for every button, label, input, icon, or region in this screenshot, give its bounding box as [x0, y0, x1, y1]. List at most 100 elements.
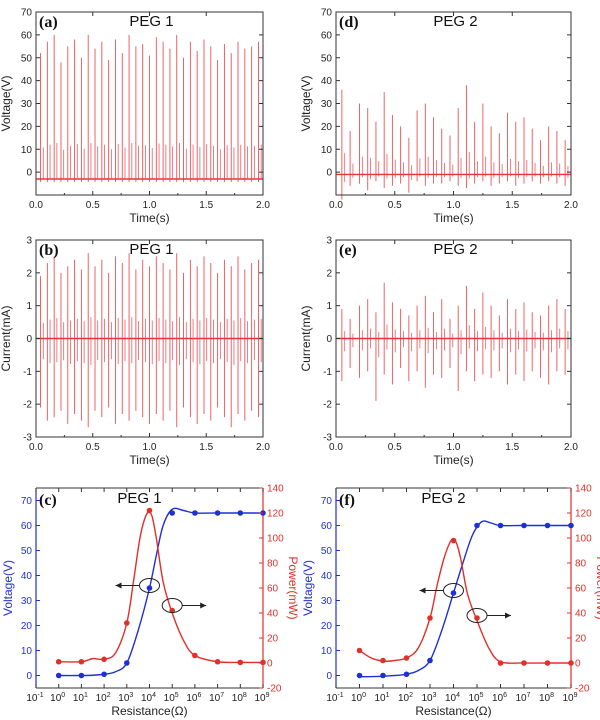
x-tick-exponent: 7: [527, 692, 531, 699]
y-tick-label-right: 120: [575, 509, 592, 520]
y-tick-label: 1: [26, 301, 32, 312]
data-point-power: [544, 660, 551, 666]
x-tick-exponent: 3: [433, 692, 437, 699]
data-point-power: [55, 658, 62, 665]
x-tick-label: 107: [515, 692, 530, 704]
x-tick-exponent: 1: [84, 692, 88, 699]
y-tick-label: 3: [326, 236, 332, 247]
y-tick-label: -1: [23, 367, 32, 378]
y-axis-label-left: Voltage(V): [301, 560, 315, 616]
y-tick-label: 20: [21, 122, 33, 133]
data-point-voltage: [474, 522, 480, 529]
y-tick-label-left: 50: [321, 546, 333, 557]
y-tick-label-right: 40: [575, 609, 587, 620]
y-tick-label-right: 100: [575, 534, 592, 545]
x-tick-label: 1.5: [505, 200, 519, 211]
y-tick-label-right: -20: [575, 684, 590, 695]
x-axis-label: Time(s): [433, 211, 473, 225]
y-tick-label: -3: [23, 433, 32, 444]
y-tick-label-left: 60: [321, 521, 333, 532]
y-tick-label-left: 0: [26, 671, 32, 682]
plot-frame: [335, 11, 572, 196]
x-tick-label: 101: [73, 692, 88, 704]
y-tick-label-right: 60: [267, 584, 279, 595]
y-tick-label: 10: [321, 145, 333, 156]
y-tick-label: 2: [26, 268, 32, 279]
series-voltage: [356, 520, 574, 679]
x-tick-exponent: 0: [61, 692, 65, 699]
series-power: [356, 537, 574, 666]
y-tick-label: 0: [326, 334, 332, 345]
y-tick-label: -2: [23, 400, 32, 411]
y-tick-label: 0: [26, 168, 32, 179]
panel-label: (d): [339, 14, 359, 31]
y-axis-label-left: Voltage(V): [1, 560, 15, 616]
data-point-power: [192, 652, 198, 659]
data-point-voltage: [55, 672, 62, 679]
data-point-power: [214, 658, 221, 665]
x-tick-label: 0.5: [86, 200, 100, 211]
data-point-voltage: [544, 522, 551, 529]
x-tick-label: 1.5: [199, 442, 213, 453]
x-tick-label: 102: [96, 692, 111, 704]
x-tick-label: 1.5: [199, 200, 213, 211]
y-tick-label: 70: [321, 8, 333, 19]
series-voltage: [55, 507, 266, 679]
data-point-power: [403, 655, 410, 661]
y-tick-label-right: 0: [267, 659, 273, 670]
chart-title: PEG 1: [129, 241, 173, 258]
chart-title: PEG 2: [433, 13, 477, 30]
y-axis-label: Current(mA): [0, 305, 13, 371]
x-tick-exponent: 1: [386, 692, 390, 699]
panel-label: (f): [339, 492, 355, 509]
data-point-voltage: [450, 590, 457, 596]
y-axis-label: Voltage(V): [0, 75, 13, 131]
y-tick-label-left: 50: [21, 546, 33, 557]
y-tick-label-left: 30: [21, 596, 33, 607]
x-tick-label: 1.0: [143, 442, 157, 453]
y-tick-label: 70: [21, 8, 33, 19]
x-tick-exponent: -1: [37, 692, 43, 699]
y-tick-label: 2: [326, 268, 332, 279]
y-tick-label: 20: [321, 122, 333, 133]
y-tick-label-right: 80: [267, 559, 279, 570]
data-point-power: [427, 615, 433, 621]
annotation-arrowhead: [115, 582, 122, 589]
y-tick-label: 60: [321, 30, 333, 41]
y-axis-label: Voltage(V): [299, 75, 313, 131]
y-tick-label-right: 80: [575, 559, 587, 570]
x-tick-label: 105: [468, 692, 483, 704]
x-tick-exponent: 6: [503, 692, 507, 699]
series-b-signal: [36, 253, 263, 428]
y-tick-label-left: 40: [321, 571, 333, 582]
y-tick-label: 0: [26, 334, 32, 345]
annotation-arrowhead: [419, 587, 426, 594]
series-power: [55, 507, 266, 666]
y-tick-label-right: -20: [267, 684, 282, 695]
data-point-voltage: [214, 510, 221, 516]
x-tick-exponent: 7: [220, 692, 224, 699]
data-point-voltage: [101, 671, 107, 678]
panel-e: 0.0 0.5 1.0 1.5 2.0 -3 -2 -1 0 1 2 3 Time(s) Current(…: [299, 236, 578, 468]
x-axis-label: Resistance(Ω): [415, 704, 491, 718]
x-axis-label: Resistance(Ω): [111, 704, 187, 718]
y-tick-label-left: 20: [321, 621, 333, 632]
data-point-voltage: [356, 672, 363, 679]
data-point-power: [169, 607, 175, 614]
x-axis-label: Time(s): [129, 453, 169, 467]
y-tick-label: 30: [21, 99, 33, 110]
data-point-voltage: [146, 585, 153, 591]
series-e-signal: [336, 282, 571, 401]
x-tick-label: 1.0: [447, 200, 461, 211]
series-d-signal: [336, 85, 571, 200]
x-tick-label: 100: [50, 692, 65, 704]
x-tick-exponent: 9: [266, 692, 270, 699]
data-point-voltage: [192, 510, 198, 516]
x-tick-exponent: 2: [409, 692, 413, 699]
data-point-power: [146, 507, 153, 514]
x-tick-label: 107: [209, 692, 224, 704]
x-tick-label: 0.0: [329, 200, 343, 211]
y-tick-label-right: 20: [575, 634, 587, 645]
data-point-voltage: [78, 672, 85, 679]
